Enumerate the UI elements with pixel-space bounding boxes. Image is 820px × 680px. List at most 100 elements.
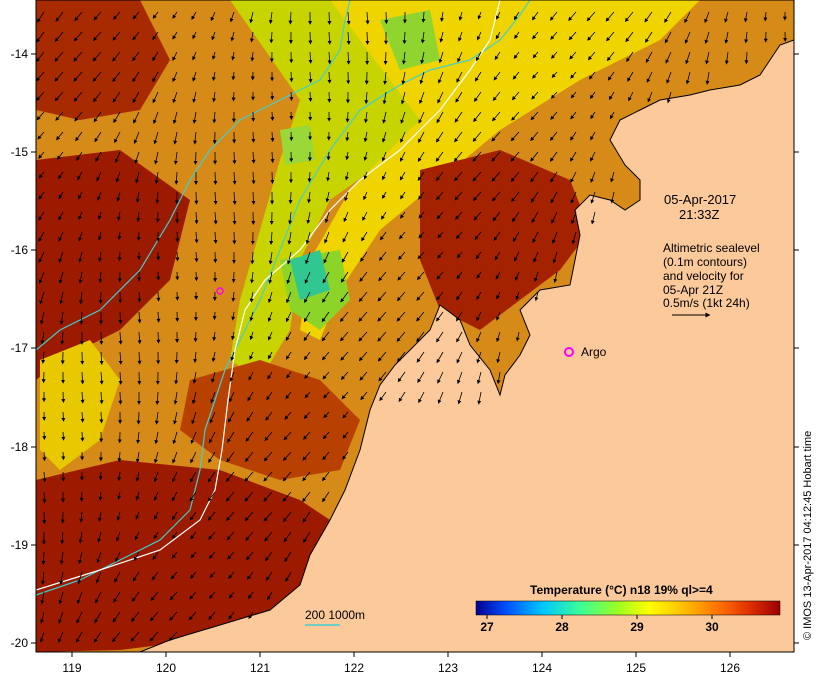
velocity-arrow [117,491,122,500]
velocity-arrow [306,211,311,225]
velocity-arrow [97,531,102,543]
velocity-arrow [472,151,482,162]
velocity-arrow [303,531,311,543]
velocity-arrow [249,351,254,360]
velocity-arrow [401,51,406,65]
velocity-arrow [474,71,482,82]
velocity-arrow [438,51,444,64]
velocity-arrow [457,51,463,63]
velocity-arrow [321,471,330,482]
velocity-arrow [704,31,710,45]
velocity-arrow [193,351,198,364]
velocity-arrow [587,31,596,41]
velocity-arrow [512,231,520,243]
velocity-arrow [530,151,539,162]
velocity-arrow [191,391,197,405]
velocity-arrow [154,151,159,165]
velocity-arrow [270,151,275,164]
velocity-arrow [743,11,748,23]
velocity-arrow [346,11,351,25]
velocity-arrow [211,71,216,82]
velocity-arrow [263,491,273,502]
velocity-arrow [345,131,350,142]
velocity-arrow [590,211,596,225]
velocity-arrow [230,351,235,362]
velocity-arrow [226,451,235,463]
velocity-arrow [606,51,615,62]
velocity-arrow [94,131,102,143]
velocity-arrow [530,131,539,142]
velocity-arrow [232,211,237,225]
velocity-arrow [113,591,121,603]
velocity-arrow [491,151,501,162]
velocity-arrow [492,211,501,222]
velocity-arrow [400,211,406,219]
velocity-arrow [244,511,254,522]
velocity-arrow [151,571,159,581]
velocity-arrow [491,171,501,182]
legend-line-2: (0.1m contours) [663,255,747,269]
velocity-arrow [477,391,482,405]
velocity-arrow [173,131,178,145]
velocity-arrow [231,311,236,321]
velocity-arrow [61,411,66,422]
velocity-arrow [455,211,463,220]
velocity-arrow [363,191,368,201]
velocity-arrow [646,71,653,83]
velocity-arrow [244,451,254,462]
velocity-arrow [78,191,83,200]
velocity-arrow [568,31,577,41]
velocity-arrow [250,271,255,284]
velocity-arrow [264,531,273,542]
velocity-arrow [207,471,216,483]
velocity-arrow [302,471,311,482]
velocity-arrow [170,571,178,580]
velocity-arrow [78,551,83,565]
velocity-arrow [135,491,140,501]
velocity-arrow [131,611,140,622]
velocity-arrow [570,91,577,99]
velocity-arrow [398,391,406,403]
velocity-arrow [73,71,83,82]
velocity-arrow [724,51,729,65]
velocity-arrow [381,211,387,220]
velocity-arrow [97,211,102,220]
velocity-arrow [133,551,140,562]
velocity-arrow [97,191,102,201]
velocity-arrow [115,171,121,183]
velocity-arrow [251,171,256,185]
velocity-arrow [95,151,102,162]
velocity-arrow [78,531,83,544]
velocity-arrow [98,251,102,262]
velocity-arrow [117,231,122,240]
velocity-arrow [496,11,501,20]
velocity-arrow [287,231,292,245]
velocity-arrow [192,51,197,61]
velocity-arrow [588,71,596,80]
colorbar: Temperature (°C) n18 19% ql>=4 27 28 29 … [475,583,781,634]
velocity-arrow [515,291,520,301]
velocity-arrow [78,251,83,263]
velocity-arrow [189,591,197,600]
velocity-arrow [37,131,45,140]
velocity-arrow [493,231,501,241]
velocity-arrow [152,51,159,62]
velocity-arrow [286,371,292,379]
velocity-arrow [685,51,691,65]
velocity-arrow [38,271,45,284]
velocity-arrow [134,531,140,541]
velocity-arrow [418,191,425,200]
velocity-arrow [513,51,520,59]
velocity-arrow [377,351,387,362]
velocity-arrow [530,171,539,183]
lat-tick: -14 [11,47,799,61]
velocity-arrow [57,631,64,643]
velocity-arrow [439,31,444,43]
lon-tick: 120 [156,652,176,675]
velocity-arrow [173,391,178,405]
velocity-arrow [78,211,83,221]
velocity-arrow [358,291,368,302]
velocity-arrow [59,291,64,305]
velocity-arrow [231,71,236,81]
velocity-arrow [307,191,312,204]
